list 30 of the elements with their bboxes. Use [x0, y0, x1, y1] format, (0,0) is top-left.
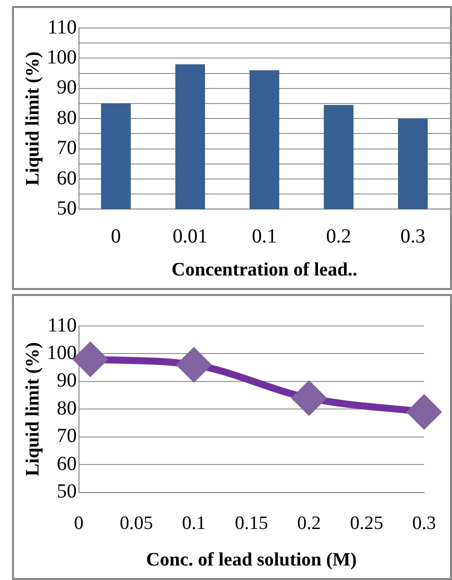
x-tick-label: 0	[74, 512, 84, 534]
y-tick-label: 90	[56, 370, 77, 392]
y-axis-title: Liquid limit (%)	[22, 52, 44, 186]
y-tick-label: 90	[56, 76, 77, 99]
x-tick-label: 0.15	[234, 512, 268, 534]
x-tick-label: 0.1	[252, 225, 277, 248]
y-tick-label: 70	[56, 425, 77, 448]
y-axis-title: Liquid limit (%)	[22, 342, 44, 476]
x-tick-label: 0.25	[350, 512, 384, 534]
y-tick-label: 70	[56, 137, 77, 160]
x-tick-label: 0	[110, 225, 121, 248]
x-tick-label: 0.3	[412, 512, 436, 534]
y-tick-label: 110	[48, 16, 77, 38]
x-tick-label: 0.1	[182, 512, 206, 534]
y-tick-label: 100	[46, 342, 77, 364]
x-axis-title: Conc. of lead solution (M)	[146, 550, 357, 571]
y-tick-label: 80	[56, 106, 77, 129]
y-tick-label: 50	[56, 197, 77, 220]
x-tick-label: 0.2	[326, 225, 352, 248]
y-tick-label: 50	[56, 480, 77, 503]
y-tick-label: 80	[56, 397, 77, 420]
y-tick-label: 110	[48, 314, 77, 336]
x-tick-label: 0.05	[120, 512, 153, 534]
x-tick-label: 0.01	[172, 225, 208, 248]
y-tick-label: 60	[56, 167, 77, 190]
x-tick-label: 0.3	[400, 225, 426, 248]
x-tick-label: 0.2	[297, 512, 321, 534]
y-tick-label: 60	[56, 452, 77, 475]
y-tick-label: 100	[46, 46, 77, 68]
x-axis-title: Concentration of lead..	[172, 260, 358, 281]
